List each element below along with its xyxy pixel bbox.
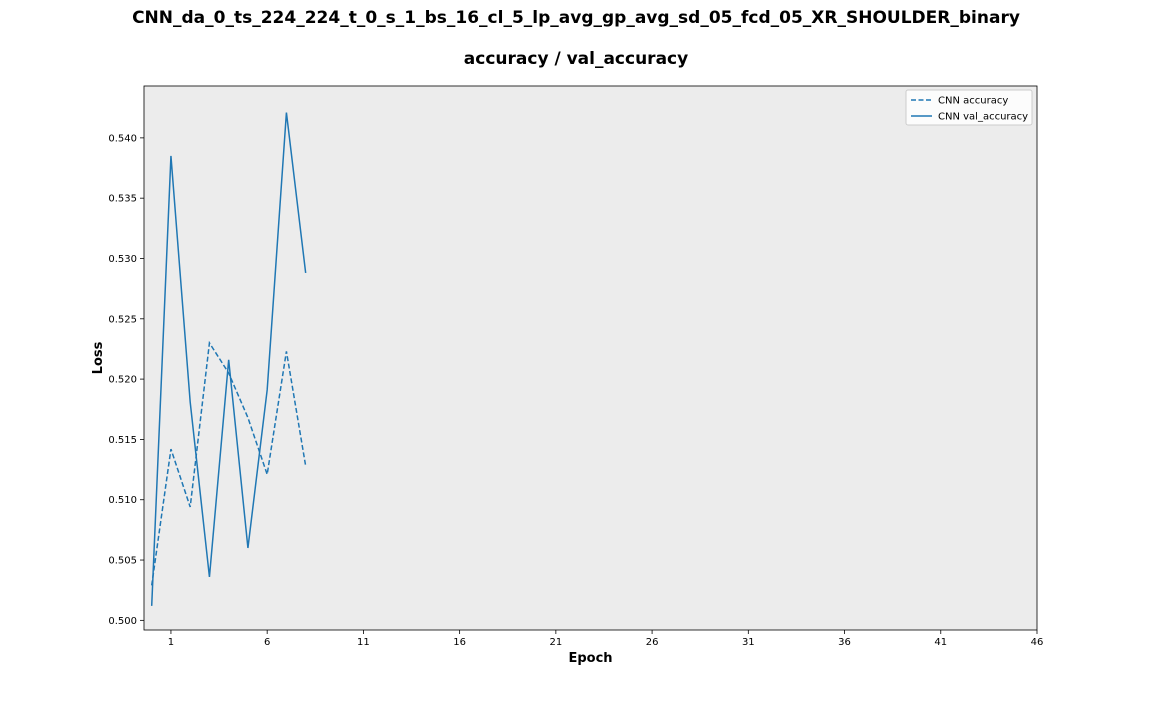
x-tick-label: 46 — [1031, 637, 1044, 648]
x-tick-label: 21 — [549, 637, 562, 648]
chart-title: CNN_da_0_ts_224_224_t_0_s_1_bs_16_cl_5_l… — [132, 8, 1020, 28]
x-tick-label: 11 — [357, 637, 370, 648]
y-tick-label: 0.530 — [108, 254, 137, 265]
series-line-accuracy — [150, 340, 307, 586]
legend: CNN accuracy CNN val_accuracy — [905, 89, 1033, 126]
legend-box — [905, 89, 1033, 126]
y-tick-label: 0.510 — [108, 495, 137, 506]
y-tick-label: 0.540 — [108, 133, 137, 144]
x-axis-label: Epoch — [568, 651, 612, 666]
x-tick-label: 26 — [646, 637, 659, 648]
y-axis-label: Loss — [91, 341, 106, 374]
y-tick-label: 0.525 — [108, 314, 137, 325]
y-tick-label: 0.515 — [108, 435, 137, 446]
x-tick-label: 1 — [168, 637, 174, 648]
legend-label: CNN val_accuracy — [938, 112, 1028, 123]
y-tick-label: 0.500 — [108, 616, 137, 627]
series-line-val-accuracy — [150, 112, 307, 606]
y-tick-label: 0.520 — [108, 375, 137, 386]
x-tick-label: 36 — [838, 637, 851, 648]
x-tick-label: 31 — [742, 637, 755, 648]
x-tick-label: 41 — [934, 637, 947, 648]
chart-subtitle: accuracy / val_accuracy — [463, 49, 689, 69]
x-tick-label: 6 — [264, 637, 270, 648]
plot-area — [143, 85, 1038, 631]
y-tick-label: 0.535 — [108, 194, 137, 205]
y-tick-label: 0.505 — [108, 556, 137, 567]
legend-label: CNN accuracy — [938, 96, 1008, 107]
x-tick-label: 16 — [453, 637, 466, 648]
